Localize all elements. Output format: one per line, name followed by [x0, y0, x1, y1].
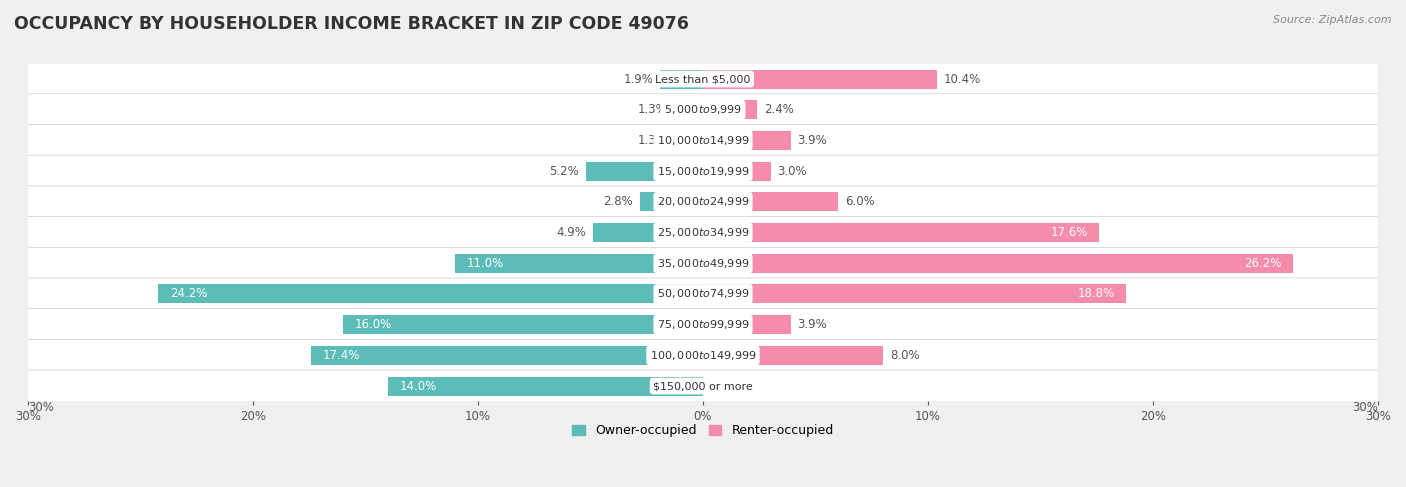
Bar	[159, 284, 703, 303]
Bar	[343, 315, 703, 334]
FancyBboxPatch shape	[28, 186, 1378, 218]
Bar	[703, 223, 1099, 242]
Legend: Owner-occupied, Renter-occupied: Owner-occupied, Renter-occupied	[568, 419, 838, 442]
Bar	[388, 376, 703, 395]
Text: 17.6%: 17.6%	[1050, 226, 1088, 239]
Text: $10,000 to $14,999: $10,000 to $14,999	[657, 134, 749, 147]
Bar	[673, 100, 703, 119]
Bar	[703, 284, 1126, 303]
Text: 17.4%: 17.4%	[323, 349, 360, 362]
Text: 3.9%: 3.9%	[797, 318, 827, 331]
FancyBboxPatch shape	[28, 217, 1378, 248]
FancyBboxPatch shape	[28, 247, 1378, 279]
Text: $25,000 to $34,999: $25,000 to $34,999	[657, 226, 749, 239]
Text: 14.0%: 14.0%	[399, 379, 436, 393]
Text: 5.2%: 5.2%	[550, 165, 579, 178]
FancyBboxPatch shape	[28, 278, 1378, 310]
FancyBboxPatch shape	[28, 309, 1378, 340]
Text: $75,000 to $99,999: $75,000 to $99,999	[657, 318, 749, 331]
Text: $50,000 to $74,999: $50,000 to $74,999	[657, 287, 749, 300]
Text: $35,000 to $49,999: $35,000 to $49,999	[657, 257, 749, 270]
Text: 3.0%: 3.0%	[778, 165, 807, 178]
Text: Source: ZipAtlas.com: Source: ZipAtlas.com	[1274, 15, 1392, 25]
Bar	[456, 254, 703, 273]
Bar	[640, 192, 703, 211]
Text: 6.0%: 6.0%	[845, 195, 875, 208]
Text: 24.2%: 24.2%	[170, 287, 207, 300]
Text: $100,000 to $149,999: $100,000 to $149,999	[650, 349, 756, 362]
Bar	[703, 192, 838, 211]
Bar	[703, 346, 883, 365]
FancyBboxPatch shape	[28, 94, 1378, 126]
Text: 11.0%: 11.0%	[467, 257, 503, 270]
Bar	[673, 131, 703, 150]
Text: $5,000 to $9,999: $5,000 to $9,999	[664, 103, 742, 116]
Bar	[703, 70, 936, 89]
Bar	[703, 100, 756, 119]
Text: 1.3%: 1.3%	[637, 103, 666, 116]
Text: 8.0%: 8.0%	[890, 349, 920, 362]
Text: 26.2%: 26.2%	[1244, 257, 1281, 270]
Text: $15,000 to $19,999: $15,000 to $19,999	[657, 165, 749, 178]
Text: $150,000 or more: $150,000 or more	[654, 381, 752, 391]
Text: 3.9%: 3.9%	[797, 134, 827, 147]
Text: 16.0%: 16.0%	[354, 318, 391, 331]
Bar	[593, 223, 703, 242]
FancyBboxPatch shape	[28, 125, 1378, 156]
FancyBboxPatch shape	[28, 370, 1378, 402]
Text: 30%: 30%	[1353, 401, 1378, 414]
Text: OCCUPANCY BY HOUSEHOLDER INCOME BRACKET IN ZIP CODE 49076: OCCUPANCY BY HOUSEHOLDER INCOME BRACKET …	[14, 15, 689, 33]
Text: 0.0%: 0.0%	[710, 379, 740, 393]
Text: 18.8%: 18.8%	[1077, 287, 1115, 300]
FancyBboxPatch shape	[28, 339, 1378, 371]
Text: 4.9%: 4.9%	[557, 226, 586, 239]
Text: 30%: 30%	[28, 401, 53, 414]
Text: 2.8%: 2.8%	[603, 195, 633, 208]
Bar	[703, 315, 790, 334]
Bar	[703, 254, 1292, 273]
Text: $20,000 to $24,999: $20,000 to $24,999	[657, 195, 749, 208]
Text: 1.3%: 1.3%	[637, 134, 666, 147]
Text: 2.4%: 2.4%	[763, 103, 793, 116]
Text: Less than $5,000: Less than $5,000	[655, 74, 751, 84]
Bar	[312, 346, 703, 365]
Bar	[586, 162, 703, 181]
FancyBboxPatch shape	[28, 155, 1378, 187]
FancyBboxPatch shape	[28, 63, 1378, 95]
Text: 10.4%: 10.4%	[943, 73, 981, 86]
Bar	[661, 70, 703, 89]
Text: 1.9%: 1.9%	[624, 73, 654, 86]
Bar	[703, 131, 790, 150]
Bar	[703, 162, 770, 181]
